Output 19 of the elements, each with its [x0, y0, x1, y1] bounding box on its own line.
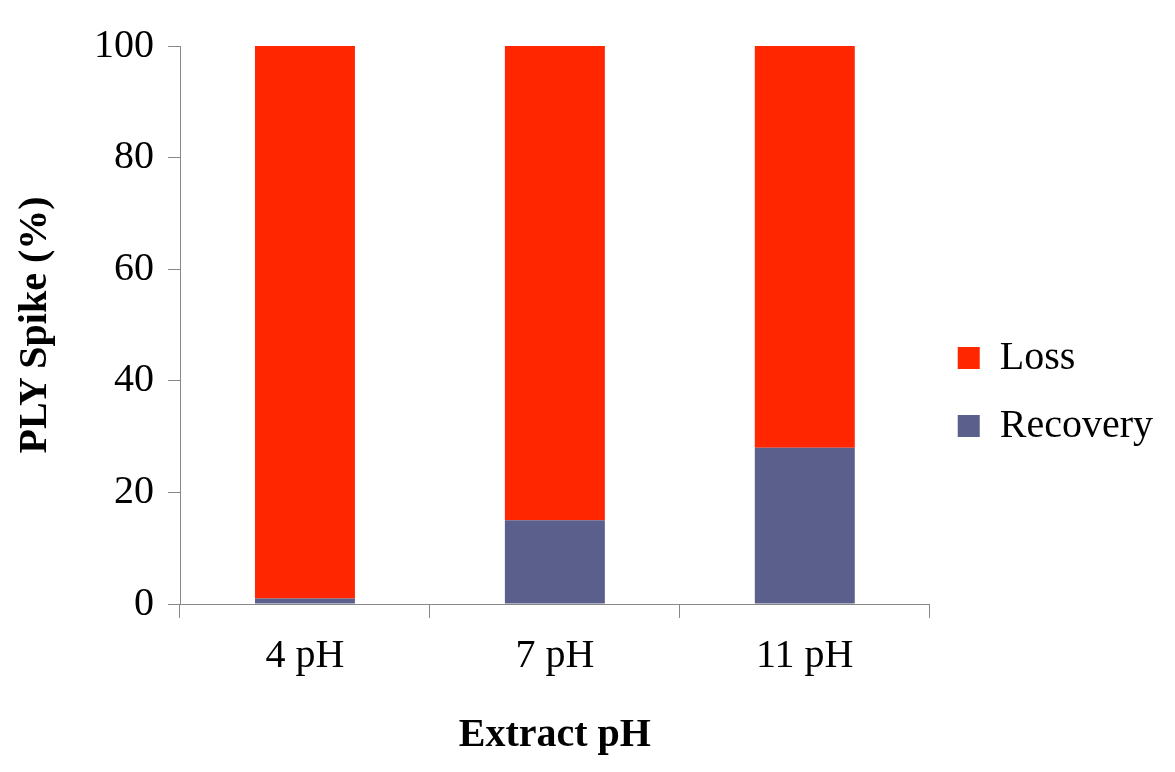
y-tick-label: 0 [134, 578, 154, 624]
y-axis-title: PLY Spike (%) [10, 196, 56, 454]
y-tick-label: 100 [94, 20, 154, 66]
y-tick-label: 40 [114, 355, 154, 401]
bar [254, 46, 355, 599]
bar [754, 46, 855, 448]
x-tick-label: 11 pH [756, 630, 854, 676]
bar [504, 520, 605, 604]
y-tick-label: 60 [114, 243, 154, 289]
legend-label: Loss [999, 332, 1076, 378]
bar [754, 447, 855, 604]
y-tick-label: 80 [114, 132, 154, 178]
x-tick-label: 4 pH [265, 630, 345, 676]
x-axis-title: Extract pH [458, 710, 651, 756]
legend-label: Recovery [999, 400, 1153, 446]
bar [504, 46, 605, 521]
bar [254, 598, 355, 604]
x-tick-label: 7 pH [515, 630, 595, 676]
y-tick-label: 20 [114, 466, 154, 512]
